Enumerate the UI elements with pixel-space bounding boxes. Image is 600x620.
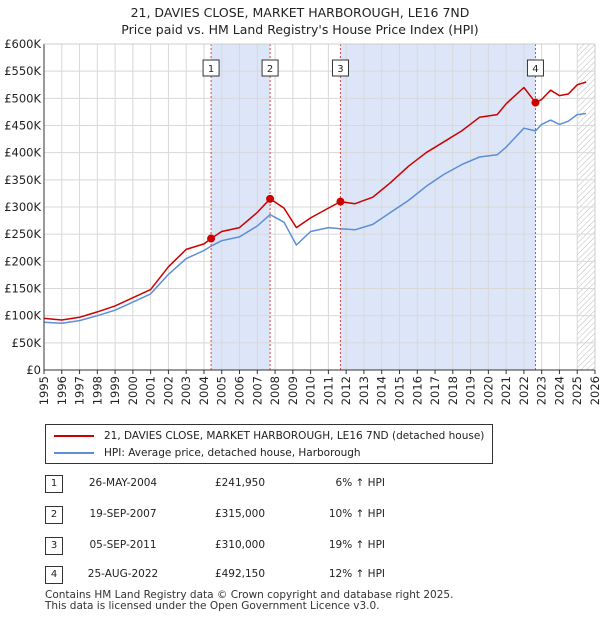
- sale-marker-label: 3: [337, 64, 343, 75]
- x-tick-label: 2025: [570, 376, 584, 405]
- axes: £0 £50K £100K £150K £200K £250K £300K £350K £400…: [4, 37, 600, 405]
- transaction-hpi-change: 6% ↑ HPI: [335, 477, 385, 489]
- x-tick-label: 2008: [268, 376, 282, 405]
- legend-item-property: 21, DAVIES CLOSE, MARKET HARBOROUGH, LE1…: [54, 428, 484, 444]
- y-tick-label: £350K: [4, 173, 41, 187]
- legend-item-hpi: HPI: Average price, detached house, Harb…: [54, 445, 361, 461]
- x-tick-label: 2012: [339, 376, 353, 405]
- transaction-number: 2: [45, 506, 63, 524]
- y-tick-label: £300K: [4, 200, 41, 214]
- x-tick-label: 2022: [517, 376, 531, 405]
- sale-point: [336, 197, 345, 206]
- x-tick-label: 1998: [90, 376, 104, 405]
- footer-copyright: Contains HM Land Registry data © Crown c…: [45, 589, 454, 601]
- x-tick-label: 2026: [588, 376, 600, 405]
- sale-marker-box: [261, 59, 279, 77]
- transaction-date: 25-AUG-2022: [87, 568, 159, 580]
- y-tick-label: £100K: [4, 309, 41, 323]
- table-row: 2 19-SEP-2007 £315,000 10% ↑ HPI: [45, 506, 465, 524]
- transaction-price: £315,000: [214, 508, 266, 520]
- x-tick-label: 1996: [55, 376, 69, 405]
- hpi-line: [43, 112, 587, 325]
- transaction-hpi-change: 19% ↑ HPI: [328, 539, 385, 551]
- y-tick-label: £400K: [4, 146, 41, 160]
- sale-marker-box: [526, 59, 544, 77]
- y-tick-label: £0: [26, 363, 41, 377]
- transaction-number: 3: [45, 537, 63, 555]
- chart-title-block: 21, DAVIES CLOSE, MARKET HARBOROUGH, LE1…: [0, 4, 600, 38]
- sale-markers: 1 2 3 4: [202, 44, 544, 370]
- sale-marker-label: 4: [532, 64, 538, 75]
- x-tick-label: 1997: [73, 376, 87, 405]
- transaction-date: 05-SEP-2011: [89, 539, 157, 551]
- x-tick-label: 2020: [481, 376, 495, 405]
- x-tick-label: 2021: [499, 376, 513, 405]
- x-tick-label: 2007: [250, 376, 264, 405]
- x-tick-label: 2001: [144, 376, 158, 405]
- sale-point: [531, 98, 540, 107]
- transaction-number: 4: [45, 566, 63, 584]
- legend: 21, DAVIES CLOSE, MARKET HARBOROUGH, LE1…: [45, 424, 493, 464]
- table-row: 4 25-AUG-2022 £492,150 12% ↑ HPI: [45, 566, 465, 584]
- y-tick-label: £500K: [4, 91, 41, 105]
- x-tick-label: 2005: [215, 376, 229, 405]
- table-row: 1 26-MAY-2004 £241,950 6% ↑ HPI: [45, 475, 465, 493]
- x-tick-label: 2019: [464, 376, 478, 405]
- x-tick-label: 1995: [37, 376, 51, 405]
- y-tick-label: £200K: [4, 254, 41, 268]
- transaction-price: £241,950: [214, 477, 266, 489]
- y-tick-label: £450K: [4, 119, 41, 133]
- x-tick-label: 2003: [179, 376, 193, 405]
- transaction-price: £310,000: [214, 539, 266, 551]
- x-tick-label: 2000: [126, 376, 140, 405]
- sale-marker-box: [202, 59, 220, 77]
- transaction-price: £492,150: [214, 568, 266, 580]
- x-tick-label: 1999: [108, 376, 122, 405]
- x-tick-label: 2013: [357, 376, 371, 405]
- legend-label-property: 21, DAVIES CLOSE, MARKET HARBOROUGH, LE1…: [104, 430, 485, 442]
- table-row: 3 05-SEP-2011 £310,000 19% ↑ HPI: [45, 537, 465, 555]
- chart-subtitle: Price paid vs. HM Land Registry's House …: [121, 22, 479, 37]
- sale-point: [266, 194, 275, 203]
- y-tick-label: £550K: [4, 64, 41, 78]
- x-tick-label: 2011: [321, 376, 335, 405]
- x-tick-label: 2023: [535, 376, 549, 405]
- x-tick-label: 2018: [446, 376, 460, 405]
- x-tick-label: 2017: [428, 376, 442, 405]
- footer: Contains HM Land Registry data © Crown c…: [45, 590, 453, 612]
- legend-swatch-hpi: [54, 452, 94, 454]
- x-tick-label: 2024: [552, 376, 566, 405]
- x-tick-label: 2009: [286, 376, 300, 405]
- sale-marker-label: 1: [208, 64, 214, 75]
- price-chart: 1 2 3 4 £0 £50K £100K £150K £200K £250K £300K £350…: [4, 37, 600, 405]
- footer-licence: This data is licensed under the Open Gov…: [45, 600, 380, 612]
- y-tick-label: £250K: [4, 227, 41, 241]
- x-tick-label: 2016: [410, 376, 424, 405]
- transaction-date: 26-MAY-2004: [88, 477, 158, 489]
- y-tick-label: £50K: [12, 336, 42, 350]
- x-tick-label: 2015: [392, 376, 406, 405]
- sale-marker-box: [331, 59, 349, 77]
- x-tick-label: 2006: [233, 376, 247, 405]
- x-tick-label: 2002: [161, 376, 175, 405]
- sale-marker-label: 2: [267, 64, 273, 75]
- transaction-number: 1: [45, 475, 63, 493]
- transaction-hpi-change: 12% ↑ HPI: [328, 568, 385, 580]
- x-tick-label: 2004: [197, 376, 211, 405]
- chart-title: 21, DAVIES CLOSE, MARKET HARBOROUGH, LE1…: [130, 5, 470, 20]
- x-tick-label: 2014: [375, 376, 389, 405]
- sale-point: [207, 234, 216, 243]
- legend-label-hpi: HPI: Average price, detached house, Harb…: [104, 447, 361, 459]
- transaction-date: 19-SEP-2007: [89, 508, 157, 520]
- legend-swatch-property: [54, 435, 94, 437]
- y-tick-label: £150K: [4, 282, 41, 296]
- y-tick-label: £600K: [4, 37, 41, 51]
- transaction-hpi-change: 10% ↑ HPI: [328, 508, 385, 520]
- x-tick-label: 2010: [304, 376, 318, 405]
